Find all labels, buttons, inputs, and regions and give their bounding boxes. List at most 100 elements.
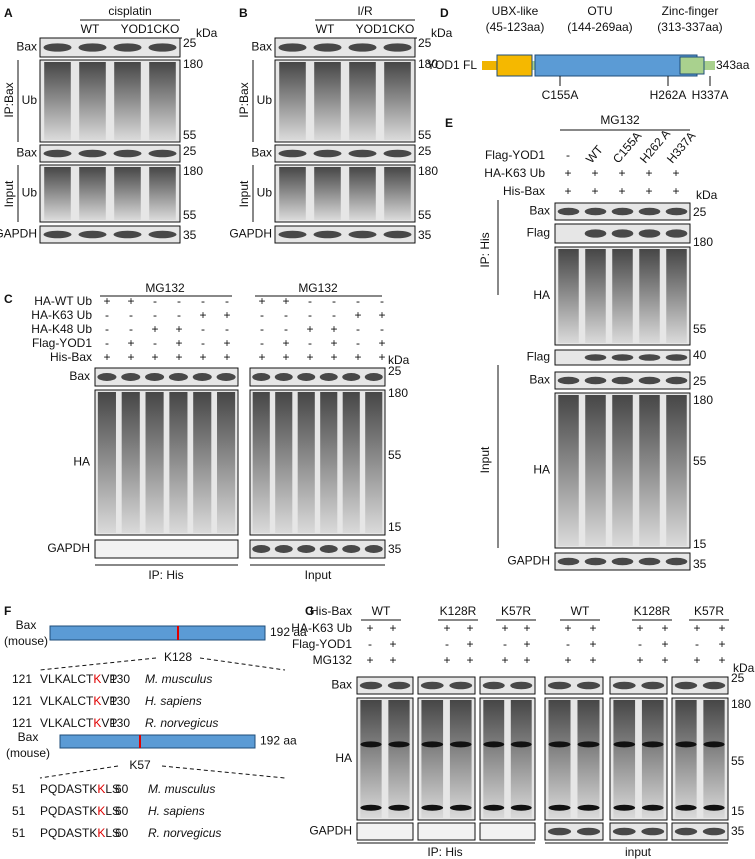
- panel-letter: E: [445, 116, 453, 130]
- band: [611, 354, 634, 361]
- smear: [510, 700, 532, 818]
- sign: -: [695, 637, 699, 651]
- sign: +: [636, 621, 643, 635]
- band: [577, 741, 600, 748]
- sequence: VLKALCTKVP: [40, 672, 117, 686]
- label: Input: [2, 180, 16, 207]
- band: [703, 804, 725, 811]
- label: MG132: [298, 281, 338, 295]
- band: [43, 230, 72, 239]
- label: 180: [183, 164, 203, 178]
- sign: -: [566, 637, 570, 651]
- sign: +: [591, 184, 598, 198]
- band: [387, 681, 411, 690]
- band: [121, 373, 141, 381]
- label: kDa: [431, 26, 453, 40]
- band: [584, 207, 607, 216]
- sign: +: [282, 294, 289, 308]
- smear: [548, 700, 571, 818]
- label: 343aa: [716, 58, 750, 72]
- label: kDa: [696, 188, 718, 202]
- label: 180: [693, 393, 713, 407]
- label: (144-269aa): [567, 20, 632, 34]
- band: [547, 681, 572, 690]
- blot: [274, 225, 416, 244]
- smear: [349, 167, 376, 220]
- band: [319, 545, 338, 553]
- sign: -: [153, 294, 157, 308]
- band: [420, 681, 444, 690]
- sign: -: [201, 336, 205, 350]
- label: 55: [418, 208, 432, 222]
- label: 121: [12, 694, 32, 708]
- smear: [193, 392, 212, 533]
- band: [665, 376, 688, 385]
- sign: -: [260, 308, 264, 322]
- smear: [639, 395, 660, 546]
- band: [510, 741, 532, 748]
- sign: +: [151, 350, 158, 364]
- smear: [121, 392, 140, 533]
- band: [665, 354, 688, 361]
- label: HA-K63 Ub: [31, 308, 92, 322]
- sign: +: [223, 308, 230, 322]
- label: 55: [731, 754, 745, 768]
- label: HA: [73, 455, 90, 469]
- band: [557, 376, 580, 385]
- band: [252, 373, 271, 381]
- residues: VLKALCT: [40, 672, 94, 686]
- band: [348, 43, 377, 52]
- band: [348, 230, 377, 239]
- domain-box: [534, 54, 698, 77]
- sign: +: [618, 166, 625, 180]
- sign: -: [153, 308, 157, 322]
- smear: [114, 62, 141, 140]
- band: [665, 207, 688, 216]
- band: [482, 681, 505, 690]
- sign: +: [223, 350, 230, 364]
- label: His-Bax: [310, 604, 352, 618]
- label: Ub: [22, 186, 38, 200]
- smear: [613, 700, 636, 818]
- rule: [39, 657, 157, 671]
- band: [313, 230, 342, 239]
- panel-letter: C: [4, 292, 13, 306]
- label: MG132: [600, 113, 640, 127]
- panel-letter: G: [305, 604, 314, 618]
- label: HA: [533, 463, 550, 477]
- label: 192 aa: [270, 625, 307, 639]
- sign: +: [523, 637, 530, 651]
- label: 55: [693, 322, 707, 336]
- band: [577, 804, 600, 811]
- band: [342, 545, 361, 553]
- smear: [342, 392, 360, 533]
- band: [665, 557, 688, 566]
- label: 35: [418, 228, 432, 242]
- smear: [314, 62, 341, 140]
- band: [97, 373, 117, 381]
- sign: +: [175, 336, 182, 350]
- sign: +: [693, 621, 700, 635]
- label: 35: [183, 228, 197, 242]
- label: 51: [12, 782, 26, 796]
- residues: VP: [101, 716, 117, 730]
- band: [216, 373, 236, 381]
- sign: -: [368, 637, 372, 651]
- label: K57R: [501, 604, 531, 618]
- label: HA-K63 Ub: [291, 621, 352, 635]
- sign: -: [177, 294, 181, 308]
- band: [510, 804, 532, 811]
- sign: +: [618, 184, 625, 198]
- sequence: PQDASTKKLS: [40, 804, 120, 818]
- band: [360, 741, 382, 748]
- label: M. musculus: [148, 782, 215, 796]
- band: [641, 681, 665, 690]
- label: WT: [81, 22, 100, 36]
- residues: K: [93, 694, 101, 708]
- panel-letter: A: [4, 6, 13, 20]
- protein-bar: [482, 61, 497, 70]
- label: 60: [115, 804, 129, 818]
- band: [383, 149, 412, 158]
- sign: -: [153, 336, 157, 350]
